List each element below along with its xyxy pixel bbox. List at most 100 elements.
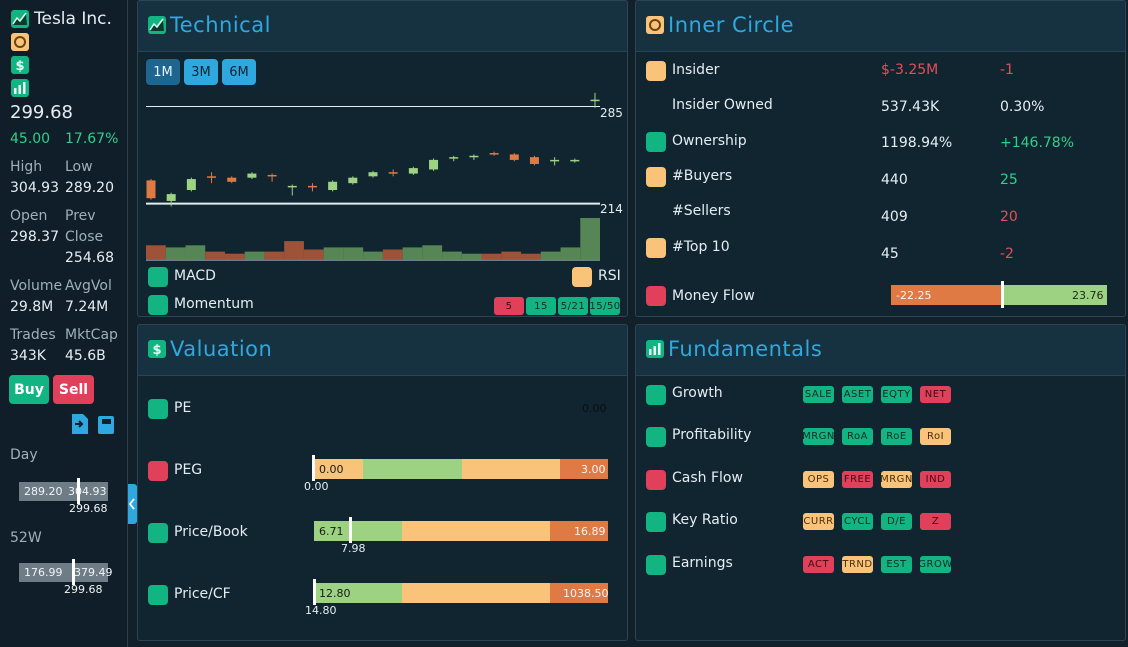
price-book-chip[interactable] [148,523,168,543]
fundamental-tag[interactable]: MRGN [880,471,912,488]
fundamental-tag[interactable]: RoA [842,428,873,445]
close-label: Close [65,229,104,245]
fundamental-tag[interactable]: NET [920,386,951,403]
macd-label: MACD [174,268,216,284]
bar-chart-icon [646,340,664,358]
avgvol-label: AvgVol [65,278,112,294]
fundamental-tag[interactable]: MRGN [802,428,834,445]
ownership-chip[interactable] [646,132,666,152]
timeframe-6m-button[interactable]: 6M [222,59,256,85]
macd-toggle[interactable] [148,267,168,287]
fundamental-tag[interactable]: RoE [881,428,912,445]
fundamental-tag[interactable]: TRND [842,556,873,573]
fundamental-label: Cash Flow [672,470,743,486]
candle [449,155,459,162]
pb-min: 6.71 [319,525,344,538]
fundamental-tag[interactable]: CYCL [842,513,873,530]
pb-marker [349,517,352,543]
fundamental-label: Profitability [672,427,752,443]
collapse-sidebar-handle[interactable] [128,484,137,524]
timeframe-3m-button[interactable]: 3M [184,59,218,85]
candle [166,192,176,207]
bar-chart-icon[interactable] [11,79,29,97]
peg-bar-seg-2 [363,459,462,479]
fundamental-tag[interactable]: SALE [803,386,834,403]
volume-bar [165,247,186,260]
w52-range-label: 52W [10,530,42,546]
period-5-21-badge[interactable]: 5/21 [558,297,588,315]
rsi-toggle[interactable] [572,267,592,287]
volume-bar [461,253,482,260]
fundamental-chip[interactable] [646,470,666,490]
peg-chip[interactable] [148,461,168,481]
chart-area-icon[interactable] [11,10,29,28]
buyers-value: 440 [881,172,908,188]
volume-bar [185,245,206,260]
period-15-badge[interactable]: 15 [526,297,556,315]
day-low-value: 289.20 [24,485,63,498]
fundamental-tag[interactable]: ASET [842,386,873,403]
valuation-panel: $ Valuation PE 0.00 PEG 0.00 3.00 0.00 P… [137,324,628,641]
candle [388,169,398,177]
top10-chip[interactable] [646,238,666,258]
fundamental-tag[interactable]: CURR [803,513,834,530]
dollar-icon[interactable]: $ [11,56,29,74]
day-range-label: Day [10,447,38,463]
candle [328,180,338,192]
pcf-marker-value: 14.80 [305,604,337,617]
technical-title: Technical [170,13,271,37]
fundamental-tag[interactable]: GROW [918,556,952,573]
pcf-marker [313,579,316,605]
timeframe-1m-button[interactable]: 1M [146,59,180,85]
mktcap-value: 45.6B [65,348,106,364]
circle-icon [646,16,664,34]
fundamental-chip[interactable] [646,385,666,405]
fundamental-tag[interactable]: RoI [920,428,951,445]
fundamental-chip[interactable] [646,427,666,447]
notebook-icon[interactable] [97,415,115,435]
export-icon[interactable] [70,413,90,435]
valuation-header: $ Valuation [138,325,627,376]
fundamental-chip[interactable] [646,555,666,575]
candle [186,177,196,192]
price-chart [146,92,600,261]
fundamental-tag[interactable]: Z [920,513,951,530]
candle [570,158,580,163]
circle-icon[interactable] [11,33,29,51]
buyers-chip[interactable] [646,167,666,187]
valuation-title: Valuation [170,337,273,361]
insider-chip[interactable] [646,61,666,81]
pb-marker-value: 7.98 [341,542,366,555]
price-change-pct: 17.67% [65,131,119,147]
volume-bar [521,253,541,260]
w52-high-value: 379.49 [74,566,113,579]
fundamental-label: Growth [672,385,723,401]
momentum-toggle[interactable] [148,295,168,315]
fundamental-tag[interactable]: EST [881,556,912,573]
high-label: High [10,159,43,175]
fundamental-tag[interactable]: OPS [803,471,834,488]
fundamental-tag[interactable]: IND [920,471,951,488]
money-flow-chip[interactable] [646,286,666,306]
svg-text:$: $ [152,343,161,358]
pe-chip[interactable] [148,399,168,419]
candle [348,176,358,185]
pb-max: 16.89 [574,525,606,538]
fundamental-tag[interactable]: ACT [803,556,834,573]
fundamental-tag[interactable]: D/E [881,513,912,530]
sell-button[interactable]: Sell [53,375,94,404]
period-15-50-badge[interactable]: 15/50 [589,297,620,315]
fundamental-tag[interactable]: EQTY [881,386,912,403]
period-5-badge[interactable]: 5 [494,297,524,315]
fundamental-tag[interactable]: FREE [842,471,873,488]
candle [368,170,378,178]
price-cf-chip[interactable] [148,585,168,605]
fundamental-chip[interactable] [646,512,666,532]
volume-label: Volume [10,278,63,294]
buy-button[interactable]: Buy [9,375,49,404]
level-low-label: 214 [600,202,623,216]
peg-label: PEG [174,462,203,478]
money-flow-neg-value: -22.25 [896,289,932,302]
buyers-label: #Buyers [672,168,733,184]
peg-min: 0.00 [319,463,344,476]
